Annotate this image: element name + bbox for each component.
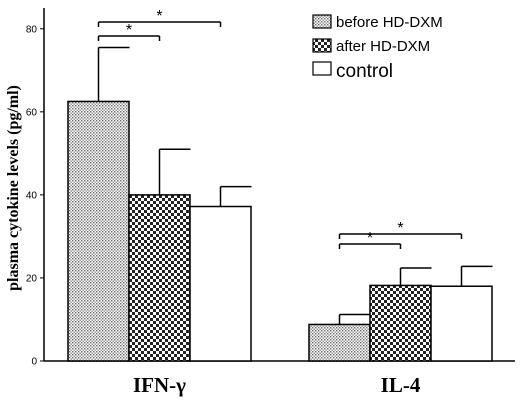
significance-star: * <box>126 22 132 39</box>
y-tick-label: 0 <box>31 357 37 368</box>
y-axis-label: plasma cytokine levels (pg/ml) <box>5 85 22 291</box>
legend-label: control <box>336 61 393 82</box>
category-label: IFN-γ <box>133 373 186 397</box>
significance-star: * <box>367 230 373 247</box>
significance-star: * <box>397 220 403 237</box>
legend-label: after HD-DXM <box>336 38 430 55</box>
bar <box>369 284 432 362</box>
legend-label: before HD-DXM <box>336 14 443 31</box>
legend-swatch <box>312 61 332 76</box>
legend-swatch <box>312 14 332 29</box>
bar <box>308 323 371 362</box>
bar <box>189 205 252 362</box>
y-tick-label: 20 <box>26 273 38 284</box>
y-tick-label: 80 <box>26 24 38 35</box>
y-tick-label: 60 <box>26 107 38 118</box>
category-label: IL-4 <box>381 373 421 397</box>
bar <box>430 285 493 362</box>
bar <box>128 194 191 362</box>
legend-swatch <box>312 38 332 53</box>
significance-star: * <box>156 8 162 25</box>
y-tick-label: 40 <box>26 190 38 201</box>
bar <box>67 100 130 362</box>
